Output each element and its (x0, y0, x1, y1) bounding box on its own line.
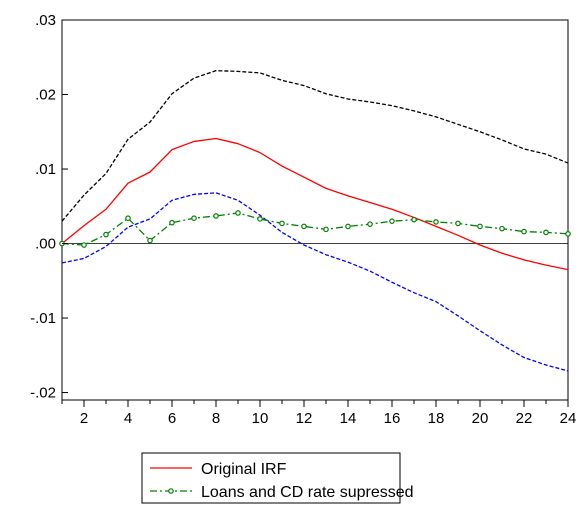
data-point-marker (499, 225, 505, 232)
x-tick-label: 20 (472, 410, 489, 427)
y-tick-label: -.01 (30, 310, 56, 327)
plot-area (61, 19, 569, 401)
x-tick-label: 10 (252, 410, 269, 427)
legend-label-loans-cd-suppressed: Loans and CD rate supressed (201, 484, 414, 501)
x-tick-label: 18 (428, 410, 445, 427)
legend-swatch-marker (168, 488, 174, 494)
data-point-marker (169, 219, 175, 226)
data-point-marker (389, 218, 395, 224)
data-point-marker (565, 231, 571, 237)
y-tick-label: -.02 (30, 385, 56, 402)
data-point-marker (345, 223, 351, 230)
x-tick-label: 16 (384, 410, 401, 427)
data-point-marker (235, 210, 241, 216)
data-point-marker (433, 219, 439, 225)
data-point-marker (191, 215, 197, 221)
x-tick-label: 22 (516, 410, 533, 427)
y-tick-label: .02 (35, 87, 56, 104)
series-lower-band (61, 192, 569, 372)
data-point-marker (521, 228, 527, 235)
data-point-marker (543, 229, 549, 236)
data-point-marker (301, 223, 307, 230)
x-tick-label: 6 (168, 410, 176, 427)
data-point-marker (81, 242, 87, 248)
legend-label-original-irf: Original IRF (201, 461, 287, 478)
data-point-marker (257, 216, 263, 222)
y-tick-label: .00 (35, 236, 56, 253)
data-point-marker (213, 213, 219, 219)
data-point-marker (103, 231, 109, 238)
x-tick-label: 14 (340, 410, 357, 427)
x-tick-label: 12 (296, 410, 313, 427)
series-upper-band (61, 70, 569, 222)
data-point-marker (411, 216, 417, 223)
data-point-marker (125, 215, 131, 221)
y-tick-label: .01 (35, 161, 56, 178)
x-tick-label: 24 (560, 410, 577, 427)
y-tick-label: .03 (35, 12, 56, 29)
data-point-marker (323, 226, 329, 233)
data-point-marker (455, 220, 461, 227)
x-tick-label: 2 (80, 410, 88, 427)
legend-box (141, 452, 401, 504)
x-tick-label: 4 (124, 410, 132, 427)
legend: Original IRF Loans and CD rate supressed (141, 452, 414, 504)
x-tick-label: 8 (212, 410, 220, 427)
data-point-marker (147, 237, 153, 244)
series-original-irf (61, 137, 569, 271)
data-point-marker (477, 223, 483, 230)
data-point-marker (367, 221, 373, 227)
data-point-marker (279, 220, 285, 227)
